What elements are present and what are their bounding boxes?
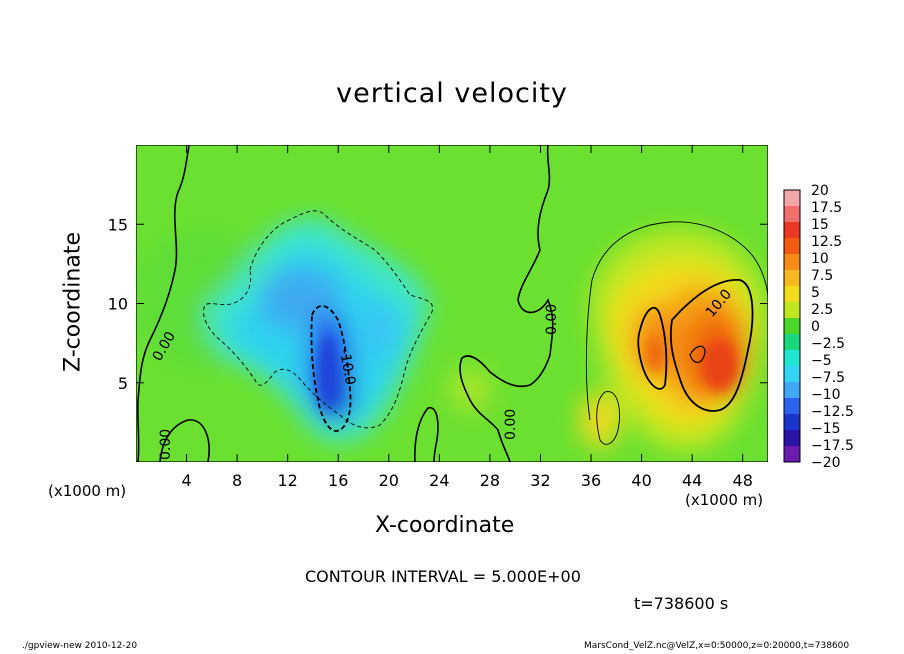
y-tick-label: 15 (108, 215, 128, 234)
colorbar-label: −7.5 (811, 370, 845, 386)
colorbar-label: −10 (811, 387, 841, 403)
colorbar-band (784, 222, 800, 239)
colorbar-label: −12.5 (811, 404, 854, 420)
contour-label: -10.0 (336, 348, 358, 386)
y-axis-label: Z-coordinate (60, 232, 86, 372)
contour-lines (136, 145, 768, 462)
contour-minus-ten (310, 305, 352, 432)
colorbar-band (784, 382, 800, 399)
contour-zero-bottom-left (159, 419, 210, 462)
x-tick-label: 44 (682, 471, 702, 490)
contour-interval-label: CONTOUR INTERVAL = 5.000E+00 (305, 567, 581, 586)
footer-left: ./gpview-new 2010-12-20 (22, 641, 138, 651)
colorbar-label: −2.5 (811, 336, 845, 352)
contour-five-right (585, 221, 768, 421)
field-cores (318, 334, 738, 410)
colorbar-band (784, 238, 800, 255)
x-tick-label: 32 (530, 471, 550, 490)
velocity-field (136, 145, 768, 462)
x-tick-label: 16 (328, 471, 348, 490)
colorbar-label: 10 (811, 251, 829, 267)
colorbar-label: 0 (811, 319, 820, 335)
y-tick-label: 5 (118, 374, 128, 393)
colorbar-band (784, 286, 800, 303)
contour-label: 0.00 (544, 304, 560, 335)
colorbar-label: 12.5 (811, 234, 842, 250)
colorbar-label: 5 (811, 285, 820, 301)
colorbar-label: 7.5 (811, 268, 833, 284)
x-unit-label-left: (x1000 m) (48, 482, 127, 500)
contour-zero-mid (459, 145, 554, 462)
x-tick-label: 40 (631, 471, 651, 490)
footer-right: MarsCond_VelZ.nc@VelZ,x=0:50000,z=0:2000… (584, 641, 850, 651)
x-tick-label: 48 (733, 471, 753, 490)
x-tick-label: 36 (581, 471, 601, 490)
x-tick-label: 12 (278, 471, 298, 490)
x-tick-label: 28 (480, 471, 500, 490)
colorbar-label: −20 (811, 455, 841, 471)
contour-minus-five (203, 210, 433, 429)
time-label: t=738600 s (634, 594, 729, 613)
colorbar: 2017.51512.5107.552.50−2.5−5−7.5−10−12.5… (783, 183, 854, 471)
contour-ten-small (637, 306, 668, 390)
colorbar-band (784, 446, 800, 463)
colorbar-band (784, 350, 800, 367)
colorbar-band (784, 302, 800, 319)
colorbar-frame (783, 189, 801, 463)
colorbar-band (784, 270, 800, 287)
x-tick-label: 20 (379, 471, 399, 490)
contour-ten-tiny (689, 345, 706, 363)
colorbar-label: 17.5 (811, 200, 842, 216)
colorbar-label: 15 (811, 217, 829, 233)
colorbar-band (784, 206, 800, 223)
x-tick-label: 8 (232, 471, 242, 490)
contour-label: 0.00 (503, 409, 519, 440)
colorbar-band (784, 190, 800, 207)
colorbar-label: −15 (811, 421, 841, 437)
colorbar-label: −5 (811, 353, 832, 369)
x-tick-label: 24 (429, 471, 449, 490)
x-tick-label: 4 (181, 471, 191, 490)
chart-title: vertical velocity (336, 78, 568, 109)
contour-ten-right (669, 279, 754, 412)
contour-zero-bottom-mid (414, 407, 439, 462)
colorbar-band (784, 414, 800, 431)
x-axis-label: X-coordinate (375, 513, 515, 538)
colorbar-band (784, 366, 800, 383)
colorbar-band (784, 318, 800, 335)
y-tick-label: 10 (108, 295, 128, 314)
contour-zero-left (136, 145, 190, 462)
colorbar-band (784, 334, 800, 351)
contour-label: 0.00 (158, 429, 174, 460)
colorbar-band (784, 398, 800, 415)
x-unit-label-right: (x1000 m) (685, 491, 764, 509)
contour-five-right-inner (596, 391, 620, 445)
colorbar-band (784, 254, 800, 271)
colorbar-label: 2.5 (811, 302, 833, 318)
colorbar-label: 20 (811, 183, 829, 199)
colorbar-label: −17.5 (811, 438, 854, 454)
colorbar-band (784, 430, 800, 447)
